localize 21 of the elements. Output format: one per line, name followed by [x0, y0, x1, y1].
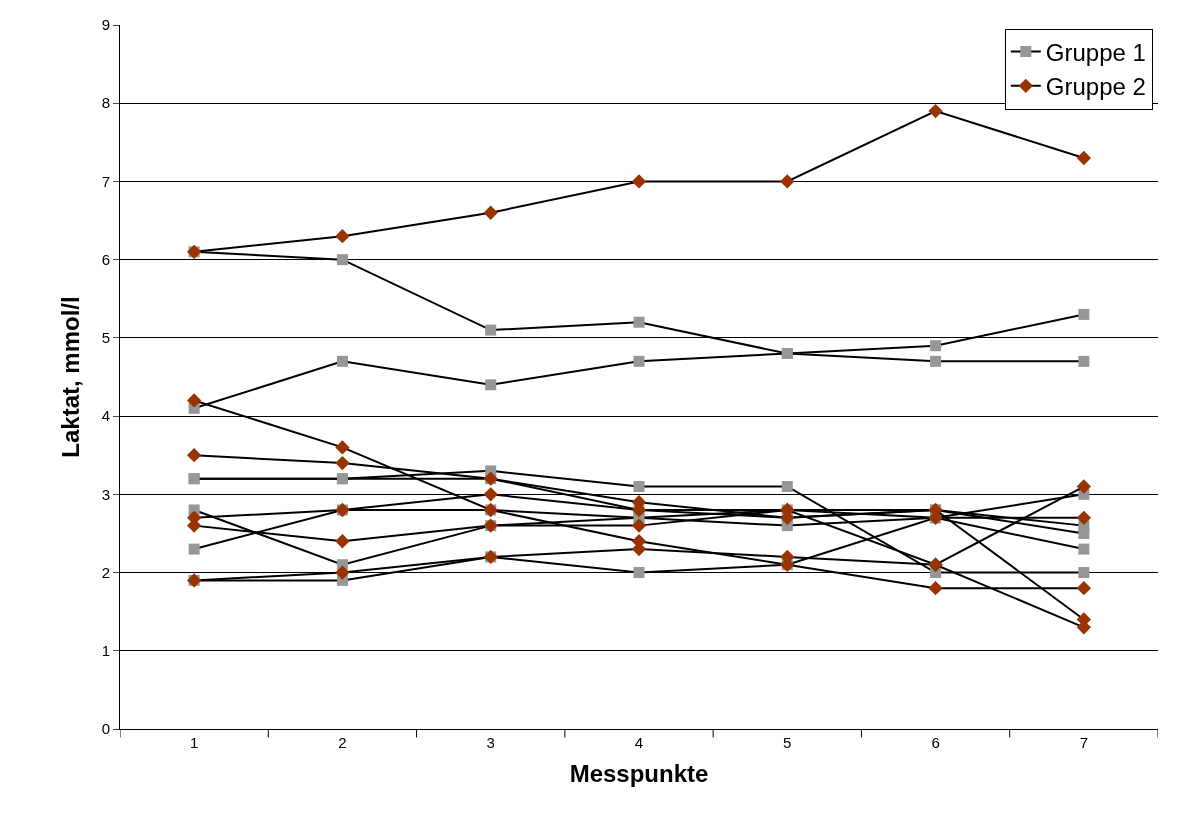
y-tick-label: 7: [101, 172, 110, 190]
x-tick-label: 7: [1079, 734, 1089, 751]
x-tick-label: 3: [486, 734, 495, 751]
legend-label: Gruppe 2: [1045, 73, 1146, 101]
legend-label: Gruppe 1: [1045, 38, 1146, 66]
y-tick-label: 0: [101, 720, 110, 738]
y-tick-label: 2: [101, 563, 110, 581]
x-tick-label: 4: [634, 734, 644, 751]
y-tick-label: 4: [101, 407, 110, 425]
y-tick-label: 9: [101, 16, 110, 34]
x-tick-label: 2: [338, 734, 347, 751]
x-axis-title: Messpunkte: [569, 760, 709, 788]
x-tick-label: 5: [783, 734, 792, 751]
y-tick-label: 8: [101, 94, 110, 112]
y-axis-title: Laktat, mmol/l: [56, 296, 84, 458]
y-tick-label: 3: [101, 485, 110, 503]
y-tick-label: 1: [101, 642, 110, 660]
y-tick-label: 5: [101, 329, 110, 347]
x-tick-label: 6: [931, 734, 940, 751]
x-tick-label: 1: [189, 734, 199, 751]
y-tick-label: 6: [101, 250, 110, 268]
